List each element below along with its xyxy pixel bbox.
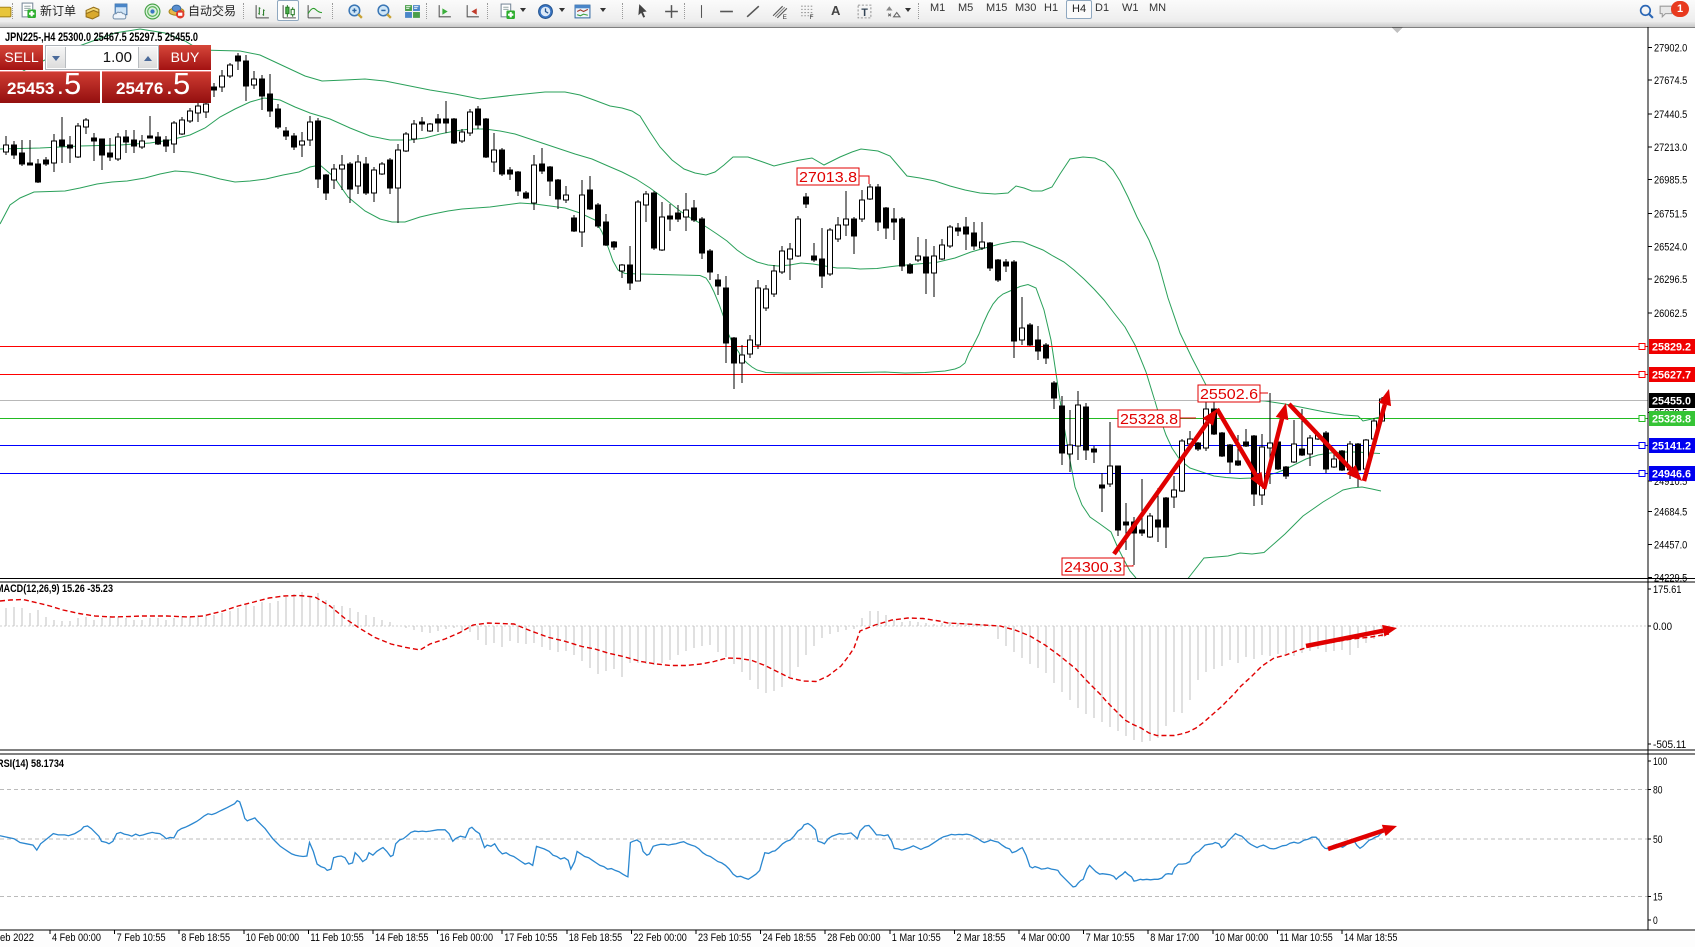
svg-text:4 Feb 00:00: 4 Feb 00:00 [52,932,101,944]
svg-text:23 Feb 10:55: 23 Feb 10:55 [698,932,751,944]
svg-text:10 Mar 00:00: 10 Mar 00:00 [1215,932,1268,944]
svg-text:26296.5: 26296.5 [1654,274,1687,286]
svg-text:MACD(12,26,9) 15.26 -35.23: MACD(12,26,9) 15.26 -35.23 [0,583,113,595]
svg-text:27440.5: 27440.5 [1654,109,1687,121]
svg-text:1 Mar 10:55: 1 Mar 10:55 [892,932,941,944]
svg-text:0.00: 0.00 [1653,621,1672,633]
svg-text:T: T [861,6,868,18]
svg-text:25627.7: 25627.7 [1652,370,1691,382]
svg-text:22 Feb 00:00: 22 Feb 00:00 [633,932,686,944]
svg-text:14 Mar 18:55: 14 Mar 18:55 [1344,932,1397,944]
svg-text:27013.8: 27013.8 [799,170,857,186]
svg-text:4 Mar 00:00: 4 Mar 00:00 [1021,932,1070,944]
svg-text:25328.8: 25328.8 [1652,414,1691,426]
svg-text:175.61: 175.61 [1653,584,1682,596]
svg-text:14 Feb 18:55: 14 Feb 18:55 [375,932,428,944]
svg-text:50: 50 [1653,834,1663,846]
svg-text:28 Feb 00:00: 28 Feb 00:00 [827,932,880,944]
svg-text:25502.6: 25502.6 [1200,387,1258,403]
svg-text:15: 15 [1653,891,1663,903]
svg-text:7 Feb 10:55: 7 Feb 10:55 [117,932,166,944]
svg-text:8 Feb 18:55: 8 Feb 18:55 [181,932,230,944]
svg-text:25328.8: 25328.8 [1120,412,1178,428]
svg-text:26751.5: 26751.5 [1654,209,1687,221]
svg-text:24684.5: 24684.5 [1654,507,1687,519]
svg-text:0: 0 [1653,915,1658,927]
svg-text:24300.3: 24300.3 [1064,560,1122,576]
svg-text:-505.11: -505.11 [1653,739,1686,751]
svg-text:11 Feb 10:55: 11 Feb 10:55 [310,932,363,944]
svg-text:26524.0: 26524.0 [1654,241,1687,253]
svg-text:25829.2: 25829.2 [1652,342,1691,354]
svg-text:RSI(14) 58.1734: RSI(14) 58.1734 [0,758,65,770]
svg-text:25141.2: 25141.2 [1652,441,1691,453]
svg-text:27213.0: 27213.0 [1654,142,1687,154]
svg-text:24457.0: 24457.0 [1654,540,1687,552]
svg-text:27902.0: 27902.0 [1654,42,1687,54]
svg-text:18 Feb 18:55: 18 Feb 18:55 [569,932,622,944]
svg-text:JPN225-,H4 25300.0 25467.5 25: JPN225-,H4 25300.0 25467.5 25297.5 25455… [5,32,198,44]
svg-text:7 Mar 10:55: 7 Mar 10:55 [1086,932,1135,944]
svg-text:100: 100 [1653,756,1667,768]
svg-text:2 Mar 18:55: 2 Mar 18:55 [956,932,1005,944]
svg-text:8 Mar 17:00: 8 Mar 17:00 [1150,932,1199,944]
svg-text:80: 80 [1653,785,1663,797]
svg-text:25455.0: 25455.0 [1652,396,1691,408]
svg-text:26062.5: 26062.5 [1654,308,1687,320]
svg-text:27674.5: 27674.5 [1654,75,1687,87]
svg-text:26985.5: 26985.5 [1654,175,1687,187]
svg-text:24229.5: 24229.5 [1654,572,1687,584]
svg-text:24 Feb 18:55: 24 Feb 18:55 [763,932,816,944]
svg-text:10 Feb 00:00: 10 Feb 00:00 [246,932,299,944]
svg-text:eb 2022: eb 2022 [0,932,34,944]
svg-text:16 Feb 00:00: 16 Feb 00:00 [440,932,493,944]
svg-text:17 Feb 10:55: 17 Feb 10:55 [504,932,557,944]
svg-text:F: F [809,13,813,19]
svg-text:11 Mar 10:55: 11 Mar 10:55 [1279,932,1332,944]
svg-text:24946.6: 24946.6 [1652,469,1691,481]
svg-text:E: E [782,13,786,19]
